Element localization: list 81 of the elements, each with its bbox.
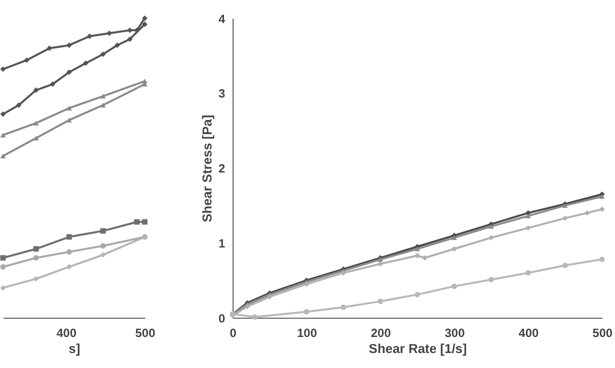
point: [127, 36, 133, 42]
point: [488, 276, 494, 282]
point: [244, 304, 250, 310]
y-tick-label: 2: [218, 162, 226, 176]
point: [525, 214, 531, 218]
point: [0, 255, 6, 261]
point: [414, 292, 420, 298]
point: [525, 225, 531, 231]
x-tick-label: 0: [230, 326, 237, 340]
point: [66, 42, 72, 48]
point: [488, 234, 494, 240]
point: [562, 262, 568, 268]
point: [304, 281, 310, 287]
point: [66, 106, 72, 110]
point: [33, 255, 39, 261]
point: [100, 252, 106, 258]
point: [66, 69, 72, 75]
point: [66, 234, 72, 240]
point: [584, 210, 590, 216]
point: [414, 252, 420, 258]
x-axis-title: Shear Rate [1/s]: [368, 341, 467, 356]
x-tick-label: 300: [444, 326, 466, 340]
x-tick-label: 400: [518, 326, 539, 340]
point: [24, 57, 30, 63]
point: [33, 120, 39, 126]
point: [33, 246, 39, 252]
point: [340, 270, 346, 276]
point: [0, 154, 6, 158]
point: [142, 22, 148, 27]
point: [82, 60, 88, 66]
point: [304, 309, 310, 315]
point: [142, 16, 148, 21]
point: [0, 66, 6, 72]
point: [414, 246, 420, 252]
point: [0, 285, 6, 291]
point: [378, 298, 384, 304]
point: [66, 264, 72, 270]
point: [66, 249, 72, 255]
point: [142, 219, 148, 225]
point: [0, 111, 6, 117]
point: [452, 246, 457, 252]
y-axis-title: Shear Stress [Pa]: [199, 114, 214, 222]
x-axis-title: s]: [68, 341, 80, 356]
point: [16, 102, 22, 108]
point: [562, 215, 568, 221]
point: [100, 243, 106, 249]
point: [0, 132, 6, 138]
point: [114, 42, 120, 48]
point: [252, 314, 258, 320]
y-tick-label: 0: [218, 311, 226, 326]
y-tick-label: 3: [218, 86, 226, 101]
x-tick-label: 100: [297, 326, 318, 340]
point: [33, 87, 39, 93]
point: [599, 194, 605, 199]
y-tick-label: 4: [218, 12, 226, 26]
point: [452, 284, 457, 290]
point: [452, 235, 457, 240]
point: [100, 102, 106, 108]
point: [488, 224, 494, 229]
point: [266, 294, 272, 300]
point: [525, 270, 531, 276]
point: [46, 45, 52, 51]
point: [0, 264, 6, 270]
point: [100, 51, 106, 57]
point: [599, 206, 605, 212]
point: [340, 304, 346, 310]
y-tick-label: 1: [218, 236, 226, 250]
point: [106, 30, 112, 36]
x-tick-label: 500: [135, 326, 156, 340]
point: [33, 276, 39, 282]
point: [50, 81, 56, 87]
point: [599, 256, 605, 262]
point: [134, 219, 140, 225]
x-tick-label: 200: [370, 326, 392, 340]
point: [422, 255, 428, 261]
x-tick-label: 400: [56, 326, 77, 340]
point: [100, 94, 106, 99]
point: [100, 228, 106, 234]
point: [378, 261, 384, 267]
x-tick-label: 500: [592, 326, 613, 340]
point: [86, 34, 92, 39]
